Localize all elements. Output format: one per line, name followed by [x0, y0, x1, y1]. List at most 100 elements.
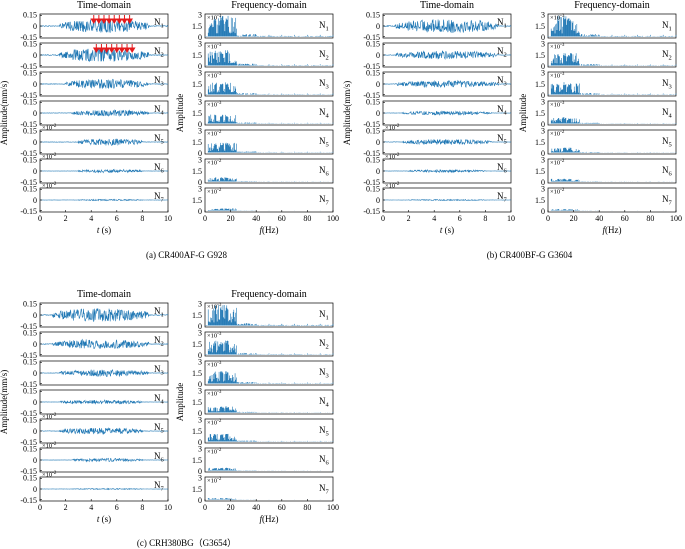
channel-subscript: 3: [504, 81, 507, 88]
time-exponent-label: ×10-2: [42, 471, 57, 479]
frequency-spectrum-trace: [204, 340, 334, 355]
freq-channel-label: N4: [662, 107, 673, 120]
frequency-domain-title: Frequency-domain: [231, 289, 307, 300]
xlabel-unit: (Hz): [605, 225, 622, 235]
red-arrow-marker: [92, 44, 100, 53]
freq-exponent-label: ×10-3: [207, 101, 222, 109]
freq-xtick-label: 80: [303, 214, 311, 223]
panel-caption: (c) CRH380BG（G3654）: [137, 538, 236, 548]
exponent-power: -2: [52, 182, 57, 187]
channel-subscript: 6: [326, 460, 330, 467]
time-xtick-label: 2: [407, 214, 411, 223]
time-signal-trace: [382, 79, 512, 89]
exponent-power: -3: [217, 303, 222, 308]
frequency-spectrum-trace: [204, 114, 334, 124]
freq-exponent-label: ×10-3: [207, 390, 222, 398]
time-ytick-label: 0: [33, 311, 37, 320]
time-signal-trace: [382, 110, 512, 116]
time-ytick-label: 0.15: [23, 300, 37, 309]
frequency-spectrum-trace: [204, 305, 334, 326]
freq-xtick-label: 60: [278, 503, 286, 512]
time-xtick-label: 8: [140, 214, 144, 223]
freq-channel-label: N3: [662, 78, 672, 91]
time-channel-label: N2: [154, 335, 164, 348]
red-arrow-marker: [123, 44, 131, 53]
time-ytick-label: 0.15: [23, 185, 37, 194]
time-ylabel: Amplitude(mm/s): [0, 370, 9, 435]
frequency-domain-title: Frequency-domain: [574, 0, 650, 11]
channel-subscript: 5: [326, 431, 329, 438]
time-exponent-label: ×10-2: [385, 182, 400, 190]
time-channel-label: N2: [497, 46, 507, 59]
time-ytick-label: 0.15: [23, 156, 37, 165]
freq-ytick-label: 0: [541, 33, 545, 42]
time-ytick-label: 0.15: [23, 358, 37, 367]
channel-subscript: 2: [326, 344, 329, 351]
freq-axes-box: [204, 100, 334, 126]
time-exponent-label: ×10-2: [42, 153, 57, 161]
freq-xtick-label: 100: [327, 503, 339, 512]
exponent-power: -3: [560, 101, 565, 106]
time-ylabel: Amplitude(mm/s): [0, 81, 9, 146]
freq-ytick-label: 3: [541, 98, 545, 107]
time-xtick-label: 10: [507, 214, 515, 223]
freq-exponent-label: ×10-3: [207, 303, 222, 311]
freq-axes-box: [547, 100, 677, 126]
time-signal-trace: [39, 168, 169, 174]
freq-xtick-label: 20: [570, 214, 578, 223]
channel-subscript: 2: [669, 55, 672, 62]
freq-axes-box: [204, 129, 334, 155]
frequency-domain-title: Frequency-domain: [231, 0, 307, 11]
frequency-spectrum-trace: [547, 117, 677, 124]
channel-subscript: 2: [326, 55, 329, 62]
freq-ytick-label: 3: [541, 69, 545, 78]
exponent-power: -3: [560, 14, 565, 19]
freq-axes-box: [204, 13, 334, 39]
time-ytick-label: -0.15: [363, 178, 380, 187]
time-ytick-label: 0.15: [366, 40, 380, 49]
freq-ytick-label: 3: [541, 11, 545, 20]
time-ytick-label: -0.15: [363, 33, 380, 42]
freq-channel-label: N7: [319, 194, 330, 207]
freq-xtick-label: 40: [252, 214, 260, 223]
time-xtick-label: 4: [432, 214, 436, 223]
exponent-power: -3: [217, 332, 222, 337]
freq-ytick-label: 3: [541, 127, 545, 136]
freq-xlabel: f(Hz): [602, 225, 621, 235]
frequency-spectrum-trace: [204, 82, 334, 95]
time-ytick-label: -0.15: [20, 496, 37, 505]
time-ylabel: Amplitude(mm/s): [342, 81, 352, 146]
time-signal-trace: [39, 427, 169, 435]
time-ytick-label: 0.15: [23, 127, 37, 136]
freq-exponent-label: ×10-3: [207, 332, 222, 340]
time-ytick-label: 0.15: [23, 387, 37, 396]
channel-subscript: 4: [161, 110, 165, 117]
freq-exponent-label: ×10-2: [207, 159, 222, 167]
time-ytick-label: 0: [376, 167, 380, 176]
freq-ytick-label: 3: [541, 40, 545, 49]
channel-subscript: 3: [326, 84, 329, 91]
time-channel-label: N4: [154, 104, 165, 117]
xlabel-variable: f: [259, 225, 263, 235]
time-channel-label: N3: [154, 75, 164, 88]
time-signal-trace: [39, 78, 169, 89]
freq-ytick-label: 3: [198, 11, 202, 20]
time-xlabel: t (s): [97, 514, 111, 524]
freq-ytick-label: 0: [541, 178, 545, 187]
time-channel-label: N5: [154, 422, 164, 435]
time-channel-label: N3: [154, 364, 164, 377]
freq-xtick-label: 0: [203, 503, 207, 512]
time-ytick-label: -0.15: [20, 178, 37, 187]
xlabel-unit: (Hz): [262, 225, 279, 235]
freq-channel-label: N5: [319, 425, 329, 438]
freq-ytick-label: 0: [198, 496, 202, 505]
channel-subscript: 3: [326, 373, 329, 380]
freq-ytick-label: 0: [198, 409, 202, 418]
freq-ytick-label: 0: [198, 149, 202, 158]
time-xtick-label: 4: [89, 503, 93, 512]
freq-channel-label: N3: [319, 367, 329, 380]
time-ytick-label: -0.15: [363, 120, 380, 129]
exponent-power: -2: [52, 442, 57, 447]
time-signal-trace: [39, 338, 169, 350]
